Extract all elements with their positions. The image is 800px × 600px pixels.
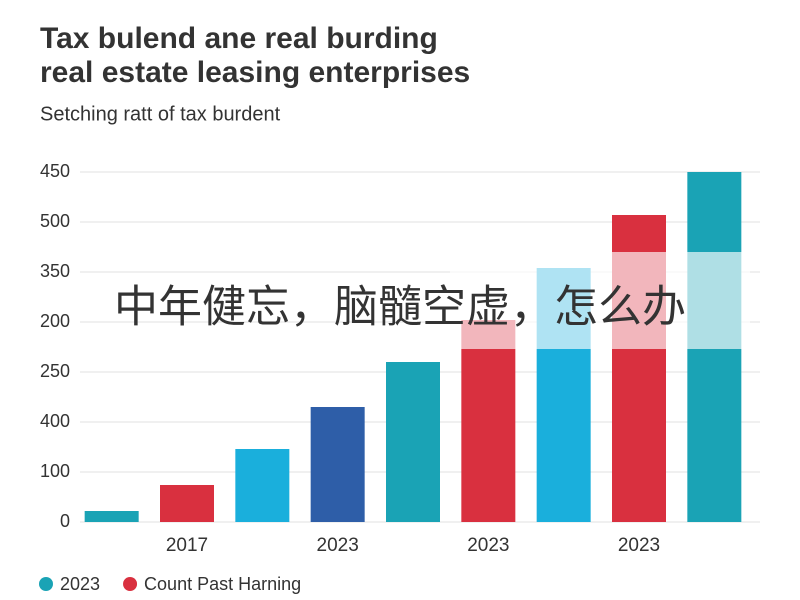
- bar: [310, 407, 365, 522]
- y-tick-label: 0: [60, 511, 70, 531]
- y-tick-label: 450: [40, 161, 70, 181]
- overlay-text: 中年健忘，脑髓空虚，怎么办: [114, 283, 686, 332]
- bar: [461, 320, 516, 522]
- legend-swatch: [123, 577, 138, 591]
- legend-label: 2023: [60, 574, 100, 594]
- x-tick-label: 2023: [618, 535, 660, 556]
- bar: [160, 485, 214, 522]
- legend-swatch: [39, 577, 53, 591]
- x-tick-label: 2017: [166, 535, 208, 556]
- y-tick-label: 350: [40, 261, 70, 281]
- chart-subtitle: Setching ratt of tax burdent: [40, 103, 281, 125]
- chart-title: Tax bulend ane real burding: [40, 22, 438, 55]
- y-tick-label: 500: [40, 211, 70, 231]
- bar: [84, 511, 139, 522]
- watermark-band: [450, 252, 750, 349]
- y-tick-label: 200: [40, 311, 70, 331]
- chart-title: real estate leasing enterprises: [40, 56, 470, 89]
- bar: [235, 449, 290, 522]
- y-tick-label: 100: [40, 461, 70, 481]
- legend-label: Count Past Harning: [144, 574, 301, 594]
- y-tick-label: 250: [40, 361, 70, 381]
- bar: [386, 362, 440, 522]
- y-tick-label: 400: [40, 411, 70, 431]
- x-tick-label: 2023: [317, 535, 359, 556]
- x-tick-label: 2023: [467, 535, 509, 556]
